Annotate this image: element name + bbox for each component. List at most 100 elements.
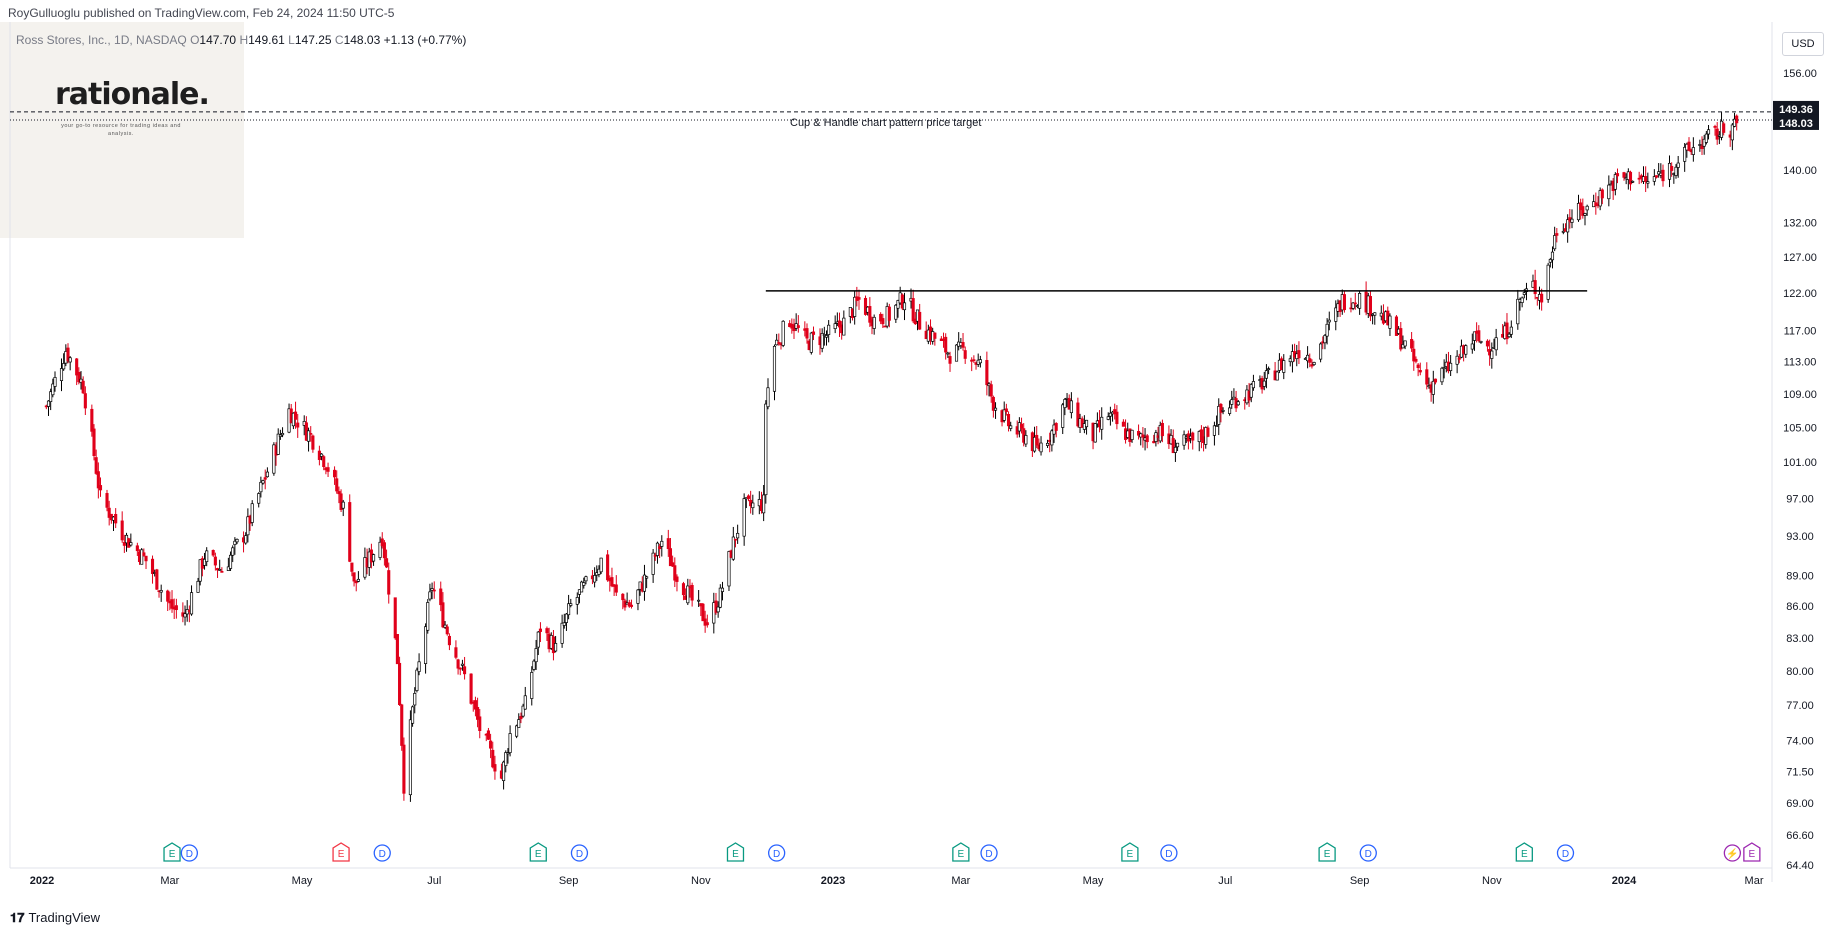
candle-up: [569, 603, 573, 606]
y-tick-label: 80.00: [1786, 666, 1814, 678]
candle-up: [1730, 124, 1734, 141]
candle-up: [902, 302, 907, 311]
candle-down: [1644, 176, 1648, 182]
candle-down: [398, 662, 402, 705]
x-tick-label: Mar: [160, 875, 179, 887]
candle-up: [1431, 380, 1435, 395]
candle-down: [122, 542, 126, 546]
candle-down: [1600, 189, 1604, 199]
candle-up: [426, 602, 430, 631]
candle-up: [1173, 446, 1177, 453]
candle-up: [872, 316, 876, 329]
candle-up: [1358, 293, 1362, 309]
candle-up: [202, 558, 207, 566]
candle-up: [521, 705, 525, 717]
candle-down: [387, 570, 391, 595]
candle-down: [1206, 427, 1210, 437]
y-tick-label: 93.00: [1786, 531, 1814, 543]
candle-up: [727, 551, 731, 587]
candle-up: [159, 590, 163, 593]
candle-up: [460, 663, 464, 666]
candle-down: [796, 325, 800, 328]
candle-up: [411, 706, 415, 724]
candle-down: [326, 467, 330, 472]
candle-up: [1182, 434, 1186, 446]
y-tick-label: 105.00: [1783, 422, 1817, 434]
candle-up: [1657, 171, 1661, 175]
candle-up: [1576, 203, 1581, 221]
event-marker-label: E: [732, 849, 739, 860]
candle-up: [562, 622, 566, 626]
candle-up: [1704, 133, 1708, 143]
candle-up: [257, 493, 261, 504]
candle-up: [417, 661, 421, 672]
candle-down: [610, 577, 614, 587]
candle-up: [1676, 162, 1680, 168]
candle-down: [681, 583, 686, 596]
candle-up: [1009, 425, 1013, 429]
candle-up: [1607, 184, 1611, 200]
candle-down: [1080, 418, 1084, 428]
candle-up: [1561, 230, 1565, 233]
candle-down: [447, 635, 451, 646]
candle-up: [651, 552, 655, 575]
x-tick-label: Nov: [691, 875, 711, 887]
candle-up: [954, 344, 959, 362]
candle-down: [339, 493, 343, 510]
candle-down: [671, 562, 675, 567]
candle-down: [538, 628, 542, 632]
high-label: H: [239, 33, 249, 47]
watermark-logo-box: rationale. your go-to resource for tradi…: [0, 22, 244, 238]
candle-down: [1310, 364, 1314, 367]
candle-up: [1093, 423, 1097, 443]
y-tick-label: 77.00: [1786, 700, 1814, 712]
candle-down: [144, 555, 148, 562]
candle-down: [1418, 370, 1422, 373]
currency-selector-button[interactable]: USD: [1782, 32, 1824, 56]
candle-up: [896, 300, 900, 309]
candle-up: [584, 576, 588, 582]
candle-down: [900, 294, 904, 309]
open-label: O: [190, 33, 200, 47]
candle-up: [1683, 146, 1687, 162]
candle-up: [560, 622, 564, 644]
candle-down: [545, 628, 549, 634]
candle-down: [1121, 421, 1125, 427]
candle-down: [395, 634, 399, 665]
candle-down: [1412, 348, 1416, 362]
earnings-marker-icon: [332, 842, 350, 862]
publisher-caption: RoyGulluoglu published on TradingView.co…: [8, 6, 395, 20]
candle-up: [946, 352, 950, 355]
tradingview-footer[interactable]: 𝟏𝟕 TradingView: [10, 910, 100, 926]
candle-up: [593, 575, 597, 583]
candle-down: [961, 342, 965, 348]
candle-down: [1076, 402, 1080, 427]
candle-up: [1403, 340, 1407, 347]
candle-up: [1388, 315, 1392, 329]
candle-up: [508, 733, 512, 753]
candle-up: [1130, 429, 1134, 440]
candle-up: [1464, 345, 1468, 355]
candle-down: [1670, 165, 1674, 171]
candle-up: [1646, 181, 1650, 184]
target-line-label: Cup & Handle chart pattern price target: [790, 117, 981, 129]
dividend-marker-icon: [1160, 844, 1178, 862]
event-marker-label: D: [985, 849, 992, 860]
event-marker-label: D: [1562, 849, 1569, 860]
candle-up: [1516, 298, 1520, 325]
candle-up: [1553, 235, 1557, 250]
high-value: 149.61: [248, 33, 285, 47]
candle-up: [1494, 337, 1498, 351]
candle-down: [1410, 339, 1414, 349]
candle-down: [1115, 411, 1119, 425]
candle-down: [1416, 364, 1420, 368]
candle-down: [155, 569, 159, 590]
candle-down: [83, 393, 87, 409]
x-tick-label: Sep: [559, 875, 579, 887]
candle-up: [536, 631, 540, 648]
event-marker-label: E: [1127, 849, 1134, 860]
candle-up: [49, 391, 53, 402]
candle-up: [428, 591, 432, 600]
candle-up: [1319, 343, 1323, 360]
